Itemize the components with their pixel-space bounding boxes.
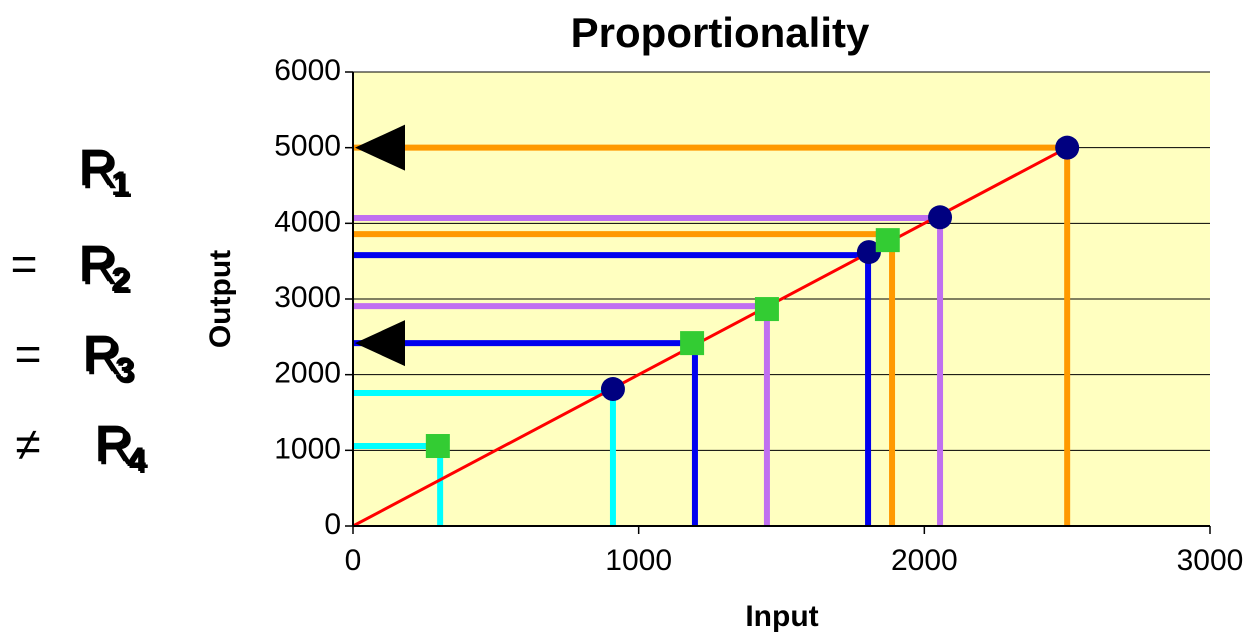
ratio-operator: = [11, 238, 38, 290]
ratio-symbol: R [78, 140, 116, 198]
arrow-head [355, 124, 405, 171]
x-tick-label: 0 [345, 544, 362, 577]
circle-marker [600, 377, 625, 402]
ratio-symbol-shadow: R [85, 329, 123, 387]
square-marker [875, 228, 900, 253]
ratio-subscript-shadow: 3 [117, 353, 136, 391]
ratio-symbol: R [78, 236, 116, 294]
y-axis-label: Output [204, 250, 237, 348]
circle-marker [928, 205, 953, 230]
circle-marker [1055, 135, 1080, 160]
y-tick-label: 1000 [274, 432, 341, 465]
square-marker [425, 434, 450, 459]
ratio-subscript: 2 [111, 261, 130, 299]
ratio-symbol-shadow: R [97, 419, 135, 477]
ratio-subscript: 3 [115, 351, 134, 389]
ratio-operator: = [15, 328, 42, 380]
ratio-subscript-shadow: 2 [113, 263, 132, 301]
square-marker [680, 331, 705, 356]
y-tick-label: 6000 [274, 54, 341, 87]
ratio-operator: ≠ [15, 418, 40, 470]
ratio-symbol: R [94, 416, 132, 474]
y-tick-label: 5000 [274, 130, 341, 163]
square-marker [754, 297, 779, 322]
x-tick-label: 1000 [605, 544, 672, 577]
ratio-subscript-shadow: 1 [113, 167, 132, 205]
ratio-subscript-shadow: 4 [129, 443, 148, 481]
ratio-symbol-shadow: R [81, 239, 119, 297]
x-axis-label: Input [745, 600, 818, 633]
ratio-subscript: 1 [111, 165, 130, 203]
x-tick-label: 2000 [891, 544, 958, 577]
arrow-head [355, 320, 405, 367]
y-tick-label: 4000 [274, 205, 341, 238]
ratio-symbol: R [82, 326, 120, 384]
y-tick-label: 3000 [274, 281, 341, 314]
chart-title: Proportionality [571, 9, 870, 56]
x-tick-label: 3000 [1177, 544, 1244, 577]
ratio-symbol-shadow: R [81, 143, 119, 201]
y-tick-label: 0 [324, 508, 341, 541]
y-tick-label: 2000 [274, 357, 341, 390]
circle-marker [856, 240, 881, 265]
ratio-subscript: 4 [127, 441, 146, 479]
